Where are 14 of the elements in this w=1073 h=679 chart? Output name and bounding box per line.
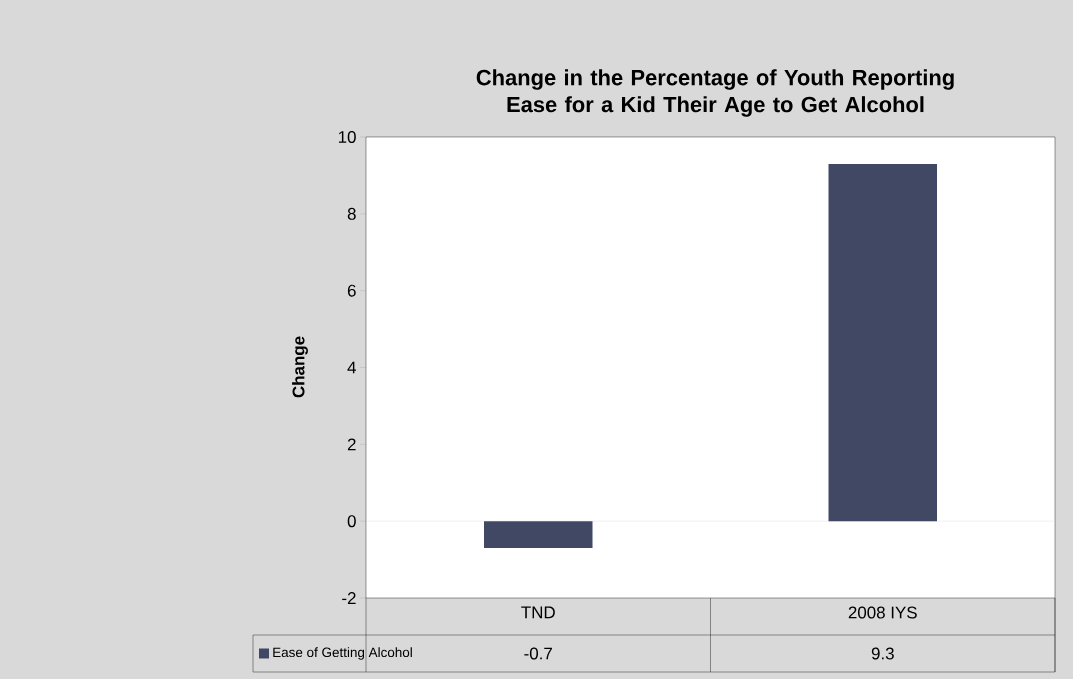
y-tick-label: 6	[347, 284, 356, 297]
legend-label: Ease of Getting Alcohol	[273, 647, 412, 660]
y-tick-label: -2	[342, 592, 356, 604]
x-tick-label: TND	[521, 606, 555, 619]
x-tick-label: 2008 IYS	[848, 606, 917, 619]
y-axis-title: Change	[292, 336, 308, 398]
y-tick-label: 4	[347, 361, 356, 374]
data-label: -0.7	[524, 647, 552, 660]
y-tick-label: 10	[338, 131, 356, 143]
y-tick-label: 0	[347, 515, 356, 528]
chart-title: Change in the Percentage of Youth Reporting Ease for a Kid Their Age to Get Alcohol	[476, 69, 954, 117]
y-tick-label: 2	[347, 438, 356, 451]
data-label: 9.3	[871, 647, 894, 660]
y-tick-label: 8	[347, 207, 356, 220]
